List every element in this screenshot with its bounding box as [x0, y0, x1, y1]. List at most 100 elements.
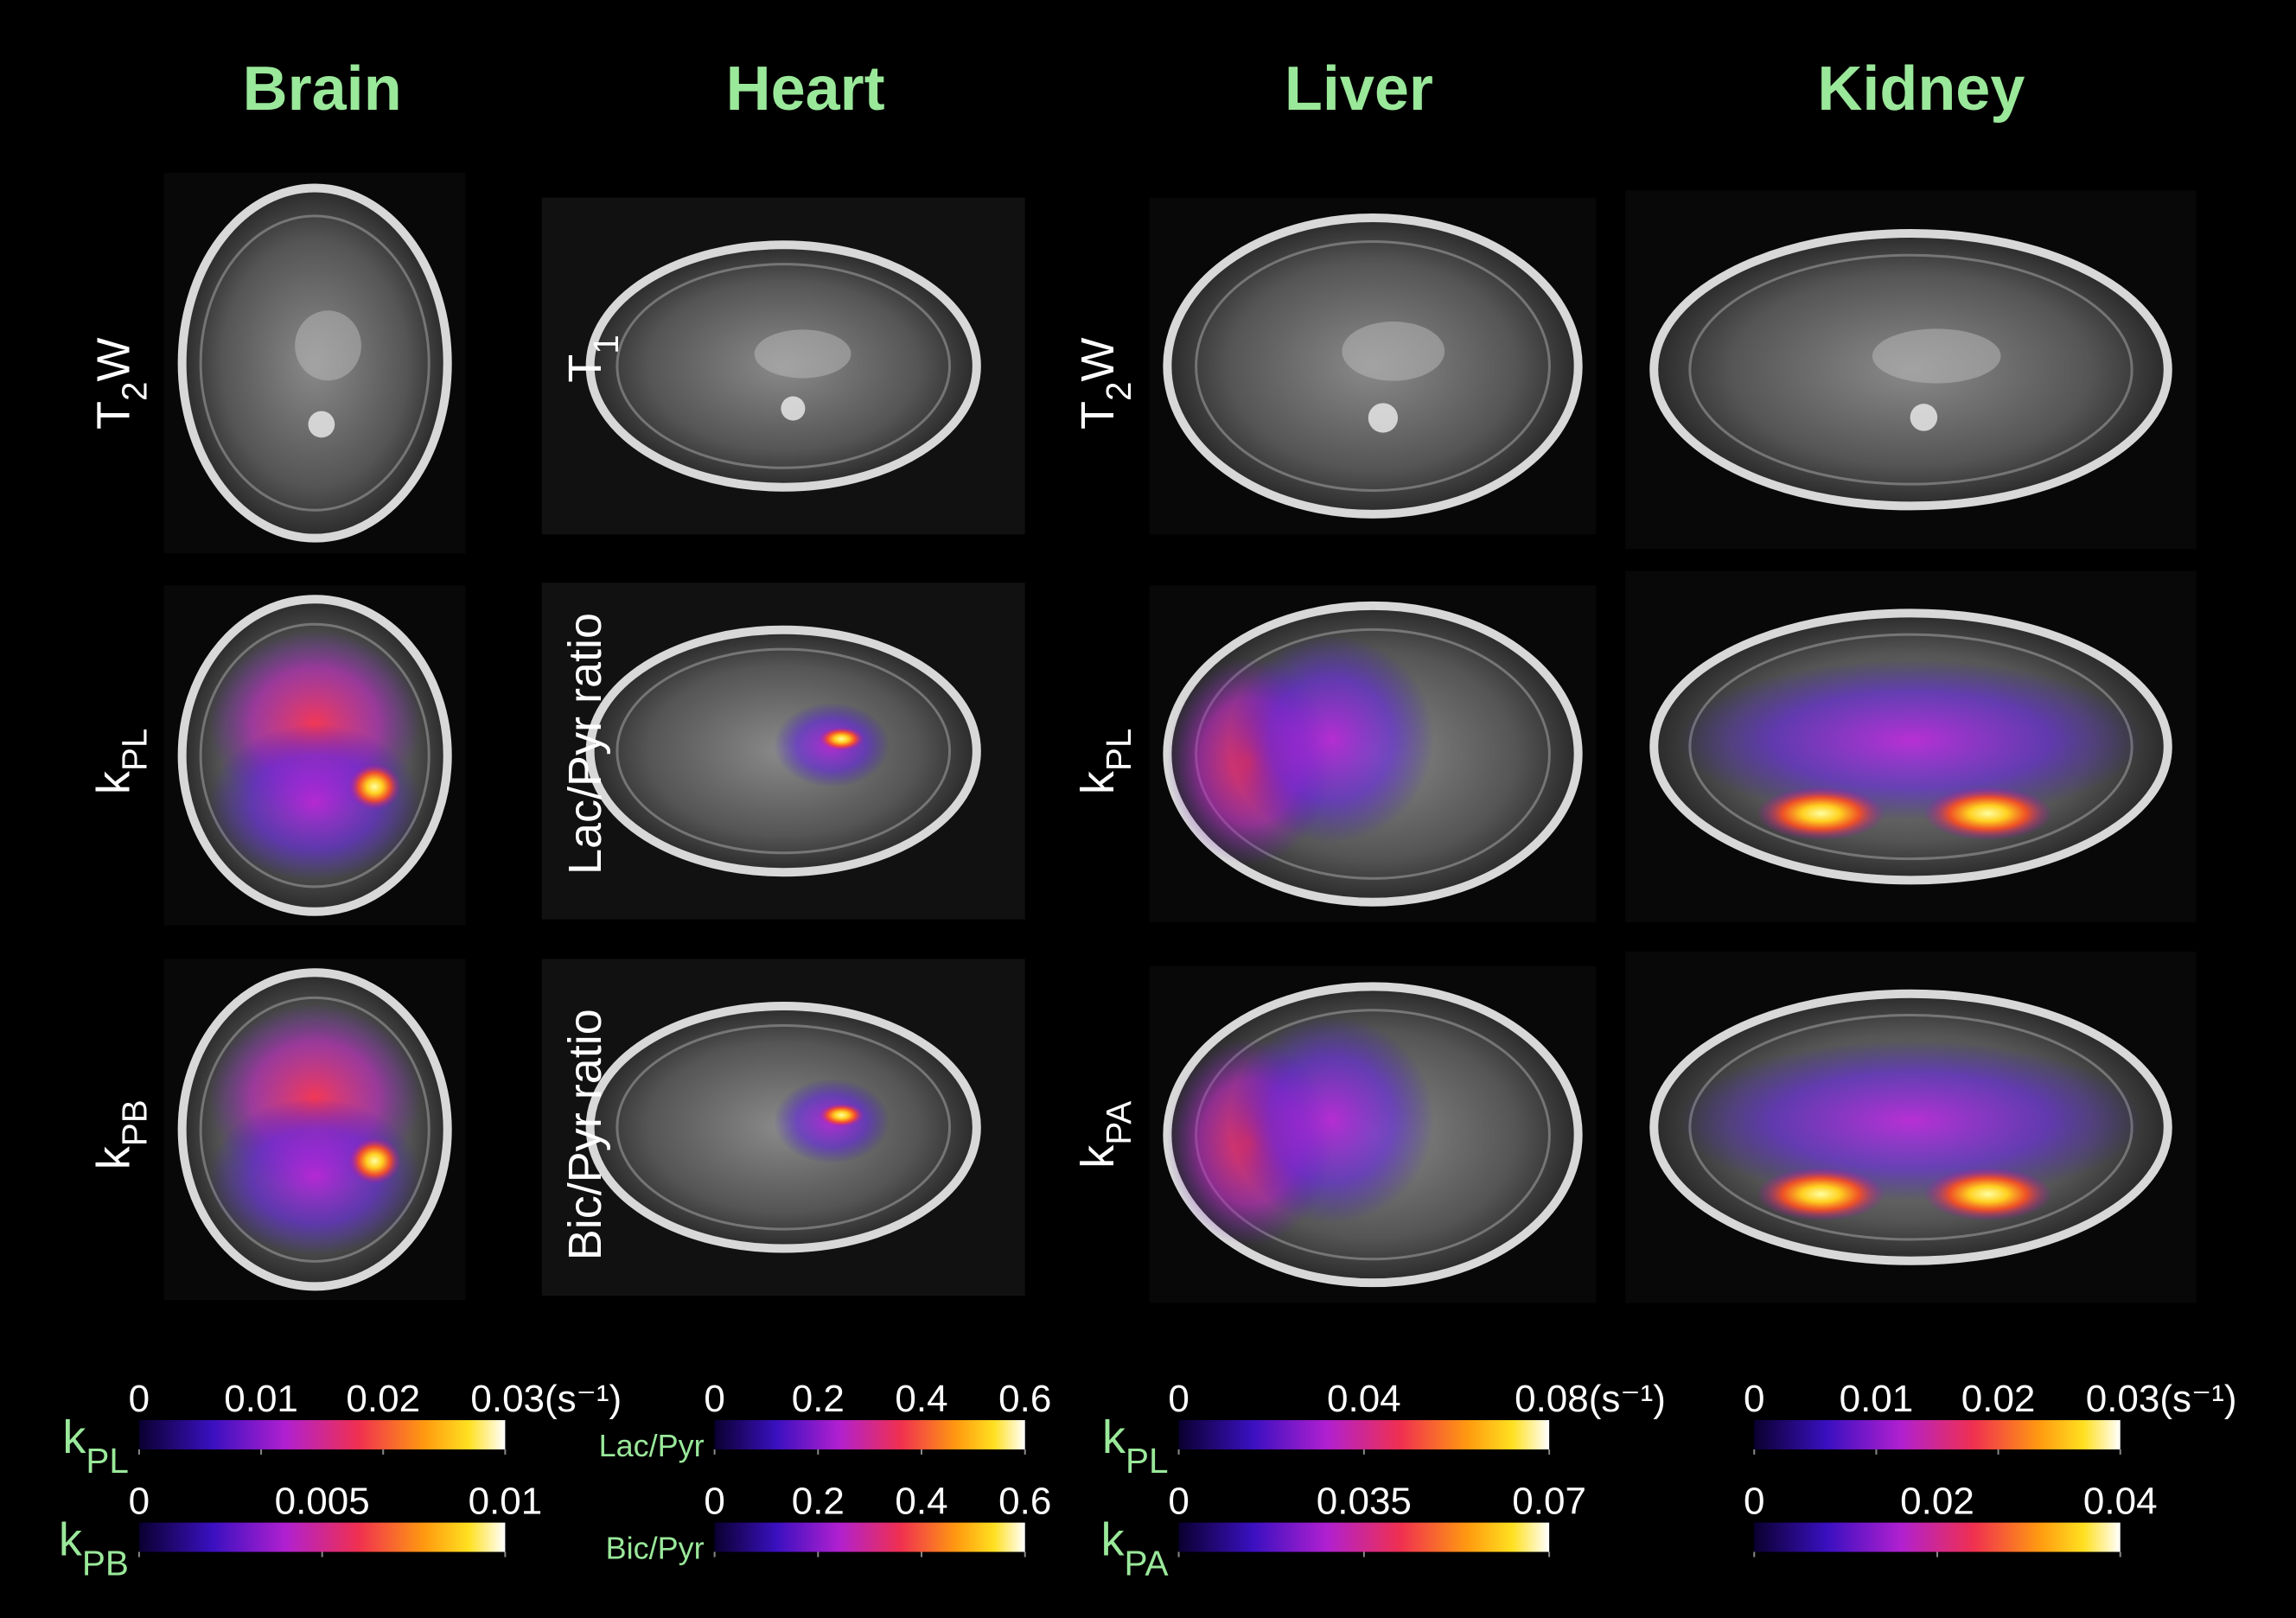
body-inner [1688, 253, 2133, 486]
row-label-part: T [1072, 401, 1124, 430]
colorbar-tick-label: 0 [129, 1481, 150, 1523]
row-label: kPL [1072, 729, 1138, 795]
colorbar-tick-label: 0.04 [2083, 1481, 2158, 1523]
heat-overlay [1679, 1040, 2143, 1201]
colorbar-tick-label: 0 [1744, 1378, 1764, 1420]
colorbar-tick-label: 0.6 [998, 1481, 1051, 1523]
colorbar [138, 1522, 506, 1552]
colorbar-tick-label: 0.07 [1512, 1481, 1586, 1523]
row-label: kPB [88, 1099, 154, 1169]
body-inner [615, 1023, 952, 1231]
heat-overlay [1757, 787, 1885, 841]
anatomy [295, 310, 361, 381]
body-inner [199, 622, 430, 889]
row-label-part: k [1072, 1144, 1124, 1169]
heat-overlay [1923, 1167, 2053, 1221]
row-label-part: W [1072, 338, 1124, 382]
row-label-part: W [88, 338, 140, 382]
row-label-part: k [88, 1145, 140, 1169]
heat-overlay [818, 726, 865, 751]
anatomy [1910, 404, 1938, 431]
colorbar-tick-label: 0.01 [469, 1481, 543, 1523]
colorbar-label-part: k [1102, 1411, 1126, 1463]
mri-panel [1625, 190, 2197, 550]
colorbar-tick-label: 0.005 [275, 1481, 370, 1523]
row-label-part: k [88, 770, 140, 794]
body-inner [1195, 239, 1551, 492]
heat-overlay [208, 723, 422, 881]
colorbar [138, 1420, 506, 1449]
colorbar-tick-label: 0.08(s⁻¹) [1515, 1378, 1666, 1420]
colorbar-tick-label: 0.04 [1327, 1378, 1401, 1420]
colorbar-label-part: PL [86, 1441, 129, 1481]
heat-overlay [1757, 1167, 1885, 1221]
colorbar-label: Bic/Pyr [606, 1531, 705, 1566]
anatomy [1872, 328, 2001, 384]
row-label: T1 [559, 334, 625, 383]
colorbar-tick-label: 0 [1168, 1378, 1189, 1420]
colorbar-tick-label: 0.02 [346, 1378, 420, 1420]
row-label-part: PA [1098, 1101, 1138, 1145]
mri-panel [1149, 585, 1597, 923]
colorbar-label-part: k [59, 1514, 83, 1566]
colorbar-label-part: PA [1125, 1544, 1169, 1583]
mri-panel [1149, 965, 1597, 1303]
colorbar-label: kPL [62, 1411, 129, 1481]
row-label: kPA [1072, 1101, 1138, 1169]
anatomy [1368, 403, 1399, 433]
row-label-part: Lac/Pyr ratio [559, 613, 611, 875]
row-label-part: 1 [586, 334, 626, 354]
colorbar-tick-label: 0 [704, 1378, 724, 1420]
row-label-part: PL [1098, 729, 1138, 772]
colorbar-tick-label: 0.01 [224, 1378, 298, 1420]
anatomy [781, 396, 806, 421]
body-inner [199, 214, 430, 512]
mri-panel [163, 585, 466, 926]
colorbar-label-part: k [62, 1411, 86, 1463]
mri-panel [541, 197, 1025, 535]
row-label: Bic/Pyr ratio [559, 1009, 611, 1260]
row-label: T2W [88, 338, 154, 430]
heat-overlay [208, 1098, 422, 1256]
colorbar-tick-label: 0.03(s⁻¹) [2086, 1378, 2237, 1420]
colorbar-tick-label: 0 [1744, 1481, 1764, 1523]
row-label: T2W [1072, 338, 1138, 430]
heat-overlay [1923, 787, 2053, 841]
mri-panel [1625, 570, 2197, 923]
colorbar-tick-label: 0.2 [792, 1378, 845, 1420]
colorbar [1178, 1420, 1550, 1449]
anatomy [308, 411, 335, 438]
colorbar-label: kPA [1101, 1514, 1169, 1583]
row-label-part: T [559, 354, 611, 383]
mri-images [163, 172, 2197, 1303]
colorbar [714, 1522, 1025, 1552]
column-title: Heart [726, 54, 885, 124]
colorbar [1754, 1522, 2121, 1552]
colorbar [714, 1420, 1025, 1449]
colorbar [1178, 1522, 1550, 1552]
colorbar-tick-label: 0.02 [1900, 1481, 1974, 1523]
heat-overlay [1228, 1016, 1435, 1224]
row-label-part: Bic/Pyr ratio [559, 1009, 611, 1260]
heat-overlay [1228, 635, 1435, 844]
column-title: Liver [1285, 54, 1433, 124]
heat-overlay [348, 1137, 401, 1185]
column-title: Kidney [1817, 54, 2025, 124]
colorbar-label-part: PL [1126, 1441, 1169, 1481]
column-title: Brain [243, 54, 402, 124]
colorbar-label-part: k [1101, 1514, 1126, 1566]
mri-panel [163, 959, 466, 1301]
mri-panel [163, 172, 466, 554]
colorbar-label-part: Lac/Pyr [599, 1428, 705, 1463]
colorbar-tick-label: 0.6 [998, 1378, 1051, 1420]
row-label-part: 2 [1098, 382, 1138, 402]
body-inner [615, 263, 952, 469]
anatomy [754, 329, 851, 379]
body-inner [199, 996, 430, 1263]
colorbar [1754, 1420, 2121, 1449]
row-label-part: PL [114, 729, 154, 772]
colorbar-tick-label: 0 [1168, 1481, 1189, 1523]
mri-panel [541, 959, 1025, 1296]
heat-overlay [348, 763, 401, 811]
